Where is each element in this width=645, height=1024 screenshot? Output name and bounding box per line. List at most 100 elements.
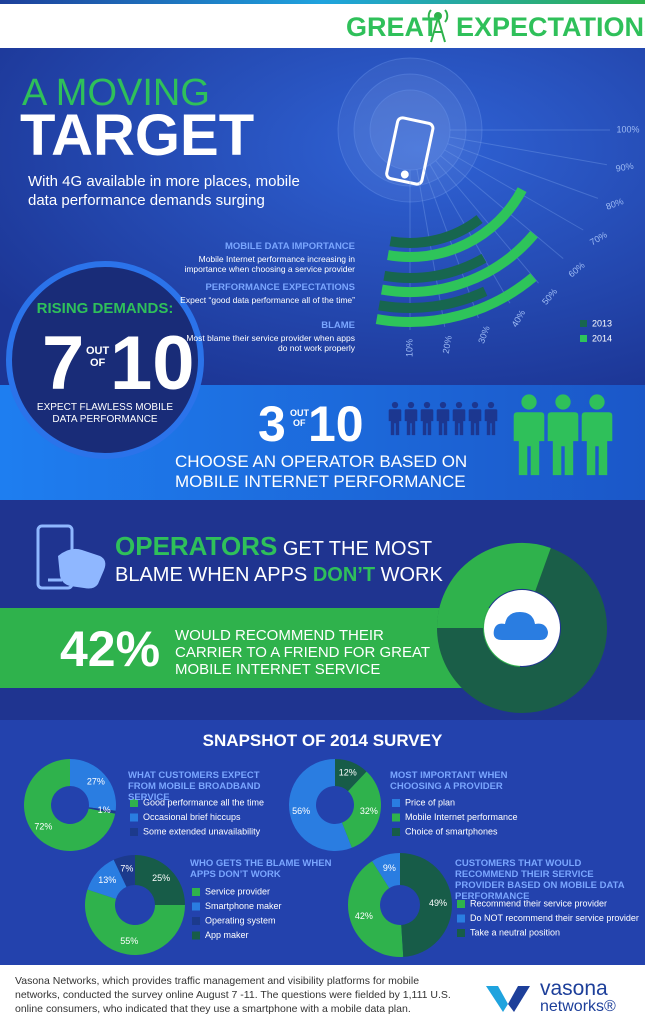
choose-out: OUT [290,408,309,418]
category-label: BLAME [321,320,355,331]
blame-text: GET THE MOST [282,538,433,560]
pie-slice [113,855,135,887]
pie-slice [372,853,400,889]
category-description: Mobile Internet performance increasing i… [184,254,355,274]
legend-label: Occasional brief hiccups [143,812,241,822]
survey-title: SNAPSHOT OF 2014 SURVEY [202,731,443,750]
legend-label: Take a neutral position [470,927,560,937]
vasona-logo [486,986,530,1012]
blame-headline: OPERATORS GET THE MOST BLAME WHEN APPS D… [115,533,443,588]
legend-swatch [580,320,587,327]
choose-caption: CHOOSE AN OPERATOR BASED ON MOBILE INTER… [175,452,468,491]
blame-text: WORK [380,564,443,586]
rising-of: OF [90,357,106,369]
tick-spoke [440,155,564,259]
legend-label: Operating system [205,915,276,925]
pie-slice [70,759,116,811]
chart-title: MOST IMPORTANT WHEN CHOOSING A PROVIDER [390,770,508,792]
blame-text: BLAME WHEN APPS [115,564,308,586]
legend-swatch [130,813,138,822]
header-bg [0,0,645,48]
recommend-caption: WOULD RECOMMEND THEIR CARRIER TO A FRIEN… [175,627,430,678]
blame-highlight: DON’T [312,564,376,586]
hero-subtitle: With 4G available in more places, mobile… [28,173,300,209]
hero-title: TARGET [20,103,255,168]
pie-slice [335,759,367,792]
rising-out: OUT [86,345,110,357]
footer-bg [0,965,645,1024]
rising-circle [6,261,204,459]
category-description: Expect “good data performance all of the… [180,295,355,305]
big-donut-accent [436,542,551,630]
slice-label: 13% [98,875,116,885]
cloud-icon [493,612,548,640]
category-label: MOBILE DATA IMPORTANCE [225,241,355,252]
footer-note: Vasona Networks, which provides traffic … [15,975,451,1015]
chart-title: WHAT CUSTOMERS EXPECT FROM MOBILE BROADB… [128,770,261,803]
legend-swatch [130,828,138,836]
pie-slice [88,807,116,814]
choose-of: OF [293,418,306,428]
brand-sub: networks® [540,998,616,1015]
legend-swatch [457,929,465,937]
legend-label: Smartphone maker [205,901,282,911]
legend-swatch [457,900,465,908]
slice-label: 9% [383,863,396,873]
legend-swatch [580,335,587,342]
legend-swatch [392,799,400,807]
legend-swatch [392,813,400,822]
legend-label: App maker [205,930,249,940]
rising-total: 10 [110,321,195,406]
legend-swatch [392,828,400,836]
legend-swatch [457,914,465,923]
recommend-band [0,608,520,688]
slice-label: 55% [120,936,138,946]
header-title-right: EXPECTATIONS [456,12,645,42]
legend-label: Mobile Internet performance [405,812,518,822]
legend-label: Good performance all the time [143,797,264,807]
pie-slice [135,855,185,905]
radial-bar [375,273,537,327]
rising-heading: RISING DEMANDS: [36,300,174,317]
blame-highlight: OPERATORS [115,531,278,561]
survey-charts: 72% Good performance all the time 27% Occas… [23,759,639,958]
pie-slice [289,759,352,851]
pie-slice [400,853,453,957]
antenna-icon [427,9,449,43]
hand-phone-icon [36,524,106,590]
recommend-percent: 42% [60,621,161,677]
phone-rings [337,57,483,203]
category-description: Most blame their service provider when a… [186,333,355,353]
radial-bar [389,215,483,248]
rising-caption: EXPECT FLAWLESS MOBILE DATA PERFORMANCE [36,402,174,425]
tick-spoke [444,149,584,231]
slice-label: 1% [98,805,111,815]
pie-slice [341,771,382,848]
legend-label: Do NOT recommend their service provider [470,913,639,923]
radial-bar [387,187,527,262]
tick-spoke [447,143,599,199]
slice-label: 56% [292,806,310,816]
slice-label: 72% [34,821,52,831]
header-title-left: GREAT [346,12,439,42]
radial-bar [383,253,487,283]
category-label: PERFORMANCE EXPECTATIONS [205,282,355,293]
tick-spoke [449,136,608,166]
pie-slice [85,889,185,955]
legend-swatch [192,931,200,940]
header-stripe [0,0,645,4]
radial-bar [381,230,538,297]
legend-label: Choice of smartphones [405,826,498,836]
legend-swatch [130,799,138,807]
choose-number: 3 [258,396,286,452]
slice-label: 12% [339,767,357,777]
tick-label: 100% [616,124,639,134]
legend-label: Recommend their service provider [470,898,607,908]
slice-label: 32% [360,806,378,816]
slice-label: 25% [152,873,170,883]
slice-label: 49% [429,898,447,908]
pie-slice [87,859,127,899]
slice-label: 27% [87,777,105,787]
